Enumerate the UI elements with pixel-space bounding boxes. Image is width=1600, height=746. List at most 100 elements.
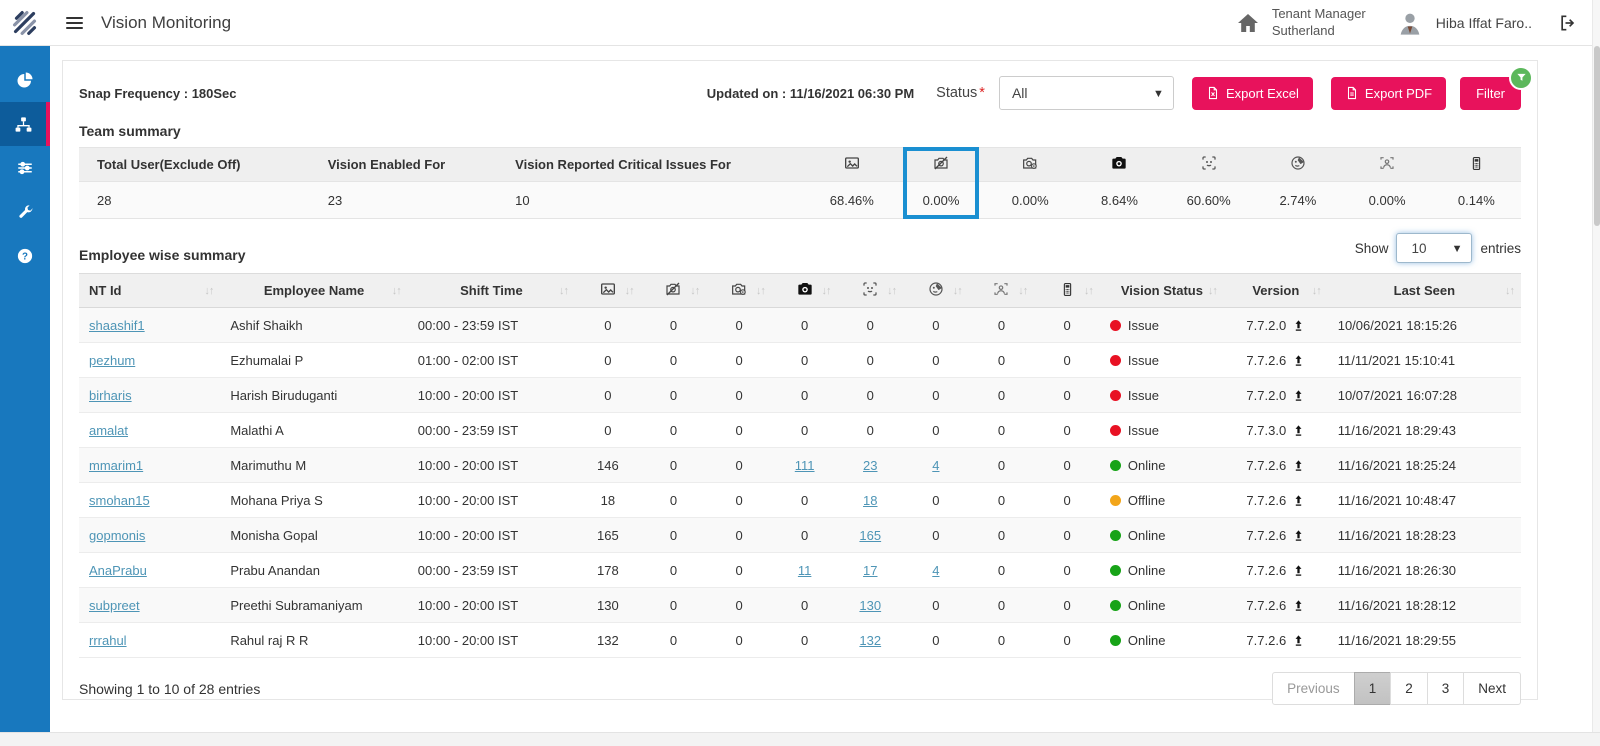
page-button-2[interactable]: 2 (1390, 672, 1428, 705)
main-card: Snap Frequency : 180Sec Updated on : 11/… (62, 60, 1538, 705)
employee-row: shaashif1 Ashif Shaikh 00:00 - 23:59 IST 0 0… (79, 307, 1521, 343)
sort-icon[interactable]: ↓↑ (624, 284, 635, 297)
sort-icon[interactable]: ↓↑ (755, 284, 766, 297)
sort-icon[interactable]: ↓↑ (204, 284, 214, 297)
employee-row: pezhum Ezhumalai P 01:00 - 02:00 IST 0 0 0 0 0 0… (79, 342, 1521, 378)
version-update-icon[interactable] (1292, 389, 1305, 402)
count-link[interactable]: 4 (932, 562, 940, 578)
column-header-image-icon[interactable]: ↓↑ (575, 273, 641, 308)
nt-id-link[interactable]: birharis (89, 387, 132, 403)
export-excel-button[interactable]: Export Excel (1191, 76, 1313, 110)
nt-id-link[interactable]: AnaPrabu (89, 562, 147, 578)
sort-icon[interactable]: ↓↑ (1083, 284, 1094, 297)
face-scan-icon (862, 281, 878, 297)
scrollbar-thumb[interactable] (1594, 46, 1600, 226)
status-dot-icon (1109, 634, 1121, 646)
sidebar-item-pie-chart[interactable] (0, 58, 50, 102)
image-icon (844, 155, 860, 171)
page-button-previous[interactable]: Previous (1272, 672, 1355, 705)
column-header-mobile-icon[interactable]: ↓↑ (1034, 273, 1100, 308)
scrollbar-track[interactable] (1592, 0, 1600, 732)
count-cell: 0 (706, 622, 772, 658)
nt-id-link[interactable]: amalat (89, 422, 129, 438)
sort-icon[interactable]: ↓↑ (1207, 284, 1218, 297)
home-icon[interactable] (1236, 11, 1260, 35)
sidebar-item-help[interactable]: ? (0, 234, 50, 278)
menu-icon[interactable] (66, 16, 83, 29)
sort-icon[interactable]: ↓↑ (821, 284, 831, 297)
column-header[interactable]: Employee Name ↓↑ (220, 273, 408, 308)
user-avatar-icon[interactable] (1396, 9, 1424, 37)
sidebar-item-sliders[interactable] (0, 146, 50, 190)
count-link[interactable]: 17 (863, 562, 878, 578)
sort-icon[interactable]: ↓↑ (887, 284, 897, 297)
status-select[interactable]: All (998, 76, 1174, 110)
team-summary-percentage: 0.00% (896, 181, 986, 219)
column-header-label: Employee Name (263, 283, 365, 298)
nt-id-link[interactable]: smohan15 (89, 492, 150, 508)
version-update-icon[interactable] (1292, 319, 1305, 332)
nt-id-link[interactable]: pezhum (89, 352, 136, 368)
sort-icon[interactable]: ↓↑ (391, 284, 402, 297)
column-header[interactable]: Shift Time ↓↑ (407, 273, 576, 308)
count-link[interactable]: 111 (794, 457, 815, 473)
page-button-3[interactable]: 3 (1426, 672, 1465, 705)
count-cell: 0 (640, 482, 707, 518)
version-update-icon[interactable] (1292, 424, 1305, 437)
nt-id-link[interactable]: rrrahul (89, 632, 127, 648)
sidebar-item-wrench[interactable] (0, 190, 50, 234)
version-update-icon[interactable] (1292, 564, 1305, 577)
version-cell: 7.7.2.6 (1223, 622, 1328, 658)
filter-button[interactable]: Filter (1460, 65, 1533, 110)
version-update-icon[interactable] (1292, 459, 1305, 472)
count-link[interactable]: 23 (863, 457, 878, 473)
sidebar-item-sitemap[interactable] (0, 102, 50, 146)
column-header-people-icon[interactable]: ↓↑ (968, 273, 1035, 308)
column-header[interactable]: NT Id ↓↑ (79, 273, 221, 308)
version-update-icon[interactable] (1292, 599, 1305, 612)
last-seen: 11/16/2021 18:29:43 (1327, 412, 1521, 448)
column-header-face-scan-icon[interactable]: ↓↑ (837, 273, 904, 308)
version-update-icon[interactable] (1292, 354, 1305, 367)
export-pdf-button[interactable]: Export PDF (1330, 76, 1447, 110)
sort-icon[interactable]: ↓↑ (1505, 284, 1515, 297)
team-summary-percentage: 2.74% (1253, 181, 1343, 219)
page-button-1[interactable]: 1 (1353, 672, 1392, 705)
sort-icon[interactable]: ↓↑ (690, 284, 700, 297)
tenant-name: Sutherland (1271, 22, 1335, 38)
count-link[interactable]: 4 (932, 457, 940, 473)
version-update-icon[interactable] (1292, 529, 1305, 542)
nt-id-link[interactable]: subpreet (89, 597, 140, 613)
page-size-select[interactable]: 10 (1396, 233, 1473, 263)
column-header-camera-icon[interactable]: ↓↑ (771, 273, 838, 308)
count-link[interactable]: 130 (859, 597, 882, 613)
column-header[interactable]: Last Seen ↓↑ (1327, 273, 1521, 308)
column-header[interactable]: Version ↓↑ (1223, 273, 1328, 308)
pagination: Previous 1 2 3 Next (1272, 672, 1521, 705)
count-link[interactable]: 11 (797, 562, 812, 578)
sort-icon[interactable]: ↓↑ (952, 284, 963, 297)
count-link[interactable]: 132 (859, 632, 882, 648)
nt-id-link[interactable]: mmarim1 (89, 457, 144, 473)
column-header[interactable]: Vision Status ↓↑ (1099, 273, 1224, 308)
column-header-camera-info-icon[interactable]: ↓↑ (706, 273, 772, 308)
team-summary-percentage: 60.60% (1164, 181, 1254, 219)
sort-icon[interactable]: ↓↑ (559, 284, 569, 297)
status-dot-icon (1109, 389, 1121, 401)
shift-time: 00:00 - 23:59 IST (407, 412, 576, 448)
nt-id-link[interactable]: shaashif1 (89, 317, 145, 333)
version-update-icon[interactable] (1292, 494, 1305, 507)
logout-icon[interactable] (1558, 13, 1578, 33)
version-update-icon[interactable] (1292, 634, 1305, 647)
nt-id-link[interactable]: gopmonis (89, 527, 146, 543)
column-header-face-covered-icon[interactable]: ↓↑ (903, 273, 969, 308)
version-cell: 7.7.2.6 (1223, 342, 1328, 378)
app-logo[interactable] (0, 0, 50, 46)
page-button-next[interactable]: Next (1463, 672, 1521, 705)
page-title: Vision Monitoring (101, 12, 232, 32)
column-header-camera-off-icon[interactable]: ↓↑ (640, 273, 707, 308)
count-link[interactable]: 18 (863, 492, 878, 508)
sort-icon[interactable]: ↓↑ (1018, 284, 1028, 297)
count-link[interactable]: 165 (859, 527, 882, 543)
sort-icon[interactable]: ↓↑ (1311, 284, 1322, 297)
